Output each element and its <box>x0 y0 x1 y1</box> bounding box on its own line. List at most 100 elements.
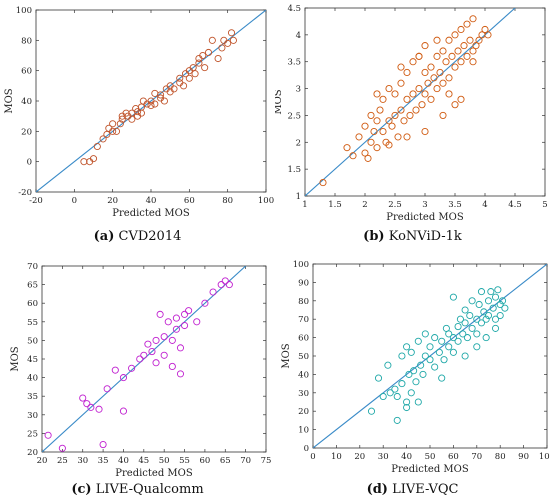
data-point <box>191 70 199 78</box>
data-point <box>421 90 429 98</box>
data-point <box>160 333 168 341</box>
data-point <box>484 297 493 305</box>
caption-letter: (b) <box>363 229 385 244</box>
data-point <box>451 63 459 71</box>
data-point <box>119 407 128 415</box>
x-tick-label: 4.5 <box>508 200 522 210</box>
data-point <box>367 407 376 415</box>
data-point <box>370 127 378 136</box>
y-tick-label: 100 <box>293 260 309 270</box>
data-point <box>409 58 417 66</box>
data-point <box>160 351 168 359</box>
x-tick-label: 50 <box>425 452 436 462</box>
data-point <box>403 403 411 412</box>
data-point <box>79 394 87 402</box>
data-point <box>367 111 375 119</box>
data-point <box>407 348 415 356</box>
x-tick-label: 3.5 <box>448 200 462 210</box>
y-tick-label: 35 <box>27 392 38 402</box>
data-point <box>456 315 464 323</box>
data-point <box>460 42 468 50</box>
data-point <box>393 392 401 401</box>
y-tick-label: 0 <box>27 158 32 168</box>
data-point <box>391 385 399 393</box>
data-point <box>457 25 465 34</box>
data-point <box>403 398 411 406</box>
x-tick-label: 40 <box>146 196 157 206</box>
y-tick-label: 20 <box>27 448 38 458</box>
data-point <box>374 374 383 382</box>
caption-text: LIVE-Qualcomm <box>95 482 204 497</box>
identity-line <box>313 264 547 448</box>
data-point <box>208 36 216 44</box>
data-point <box>361 149 369 157</box>
caption-letter: (a) <box>93 229 115 244</box>
data-point <box>409 90 417 98</box>
data-point <box>407 389 415 397</box>
data-point <box>403 133 411 141</box>
data-point <box>218 44 226 52</box>
caption-live-vqc: (d) LIVE-VQC <box>275 482 550 497</box>
data-point <box>227 29 236 37</box>
data-point <box>185 307 193 315</box>
data-point <box>461 319 469 327</box>
data-point <box>445 74 453 82</box>
data-point <box>427 63 435 71</box>
data-point <box>439 111 447 119</box>
y-tick-label: 60 <box>298 334 309 344</box>
identity-line <box>305 8 516 196</box>
x-tick-label: -20 <box>29 196 43 206</box>
data-point <box>136 355 144 363</box>
data-point <box>89 155 98 163</box>
data-point <box>496 300 504 309</box>
data-point <box>403 68 411 77</box>
data-point <box>454 47 462 55</box>
data-point <box>482 334 490 342</box>
data-point <box>160 97 168 105</box>
y-tick-label: 3 <box>296 85 301 95</box>
data-point <box>445 90 453 98</box>
y-tick-label: 4.5 <box>287 4 301 14</box>
x-tick-label: 40 <box>401 452 412 462</box>
data-point <box>491 324 500 332</box>
data-point <box>379 95 387 103</box>
data-point <box>367 138 375 146</box>
data-point <box>217 281 225 289</box>
data-point <box>99 135 107 143</box>
data-point <box>469 15 477 23</box>
data-point <box>225 281 233 289</box>
y-tick-label: 70 <box>27 262 38 272</box>
data-point <box>445 36 453 44</box>
plot-area <box>304 7 546 197</box>
data-point <box>168 362 176 370</box>
data-point <box>172 325 180 333</box>
data-point <box>128 115 136 123</box>
data-point <box>421 127 429 136</box>
x-tick-label: 2.5 <box>388 200 402 210</box>
data-point <box>473 343 481 351</box>
data-point <box>87 403 95 411</box>
data-point <box>484 31 492 39</box>
data-point <box>457 95 465 103</box>
data-point <box>480 308 488 316</box>
x-tick-label: 80 <box>222 196 233 206</box>
data-point <box>468 297 476 305</box>
y-tick-label: 80 <box>298 297 309 307</box>
data-point <box>449 293 457 301</box>
data-point <box>397 106 405 114</box>
caption-text: LIVE-VQC <box>392 482 459 497</box>
data-point <box>224 39 232 47</box>
y-tick-label: 60 <box>27 299 38 309</box>
data-point <box>421 68 429 77</box>
data-point <box>433 85 441 93</box>
x-tick-label: 100 <box>258 196 274 206</box>
data-point <box>415 85 423 93</box>
data-point <box>414 337 422 345</box>
data-point <box>487 288 495 296</box>
scatter-panel-live-vqc: 0 10 20 30 40 50 60 70 80 90 100 0 10 20 30 40 50 60 70 80 9… <box>281 260 550 475</box>
data-point <box>112 127 121 135</box>
data-point <box>466 311 474 320</box>
x-tick-label: 1 <box>302 200 307 210</box>
data-point <box>475 36 483 44</box>
plot-area <box>41 265 267 453</box>
